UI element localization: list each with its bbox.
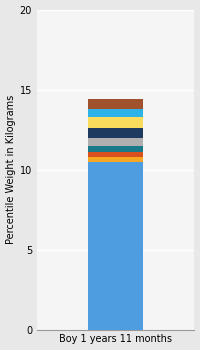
Bar <box>88 162 143 330</box>
Y-axis label: Percentile Weight in Kilograms: Percentile Weight in Kilograms <box>6 95 16 244</box>
Bar <box>88 152 143 157</box>
Bar <box>88 157 143 162</box>
Bar <box>88 128 143 138</box>
Bar <box>88 99 143 109</box>
Bar <box>88 117 143 128</box>
Bar <box>88 109 143 117</box>
Bar <box>88 138 143 146</box>
Bar <box>88 146 143 152</box>
